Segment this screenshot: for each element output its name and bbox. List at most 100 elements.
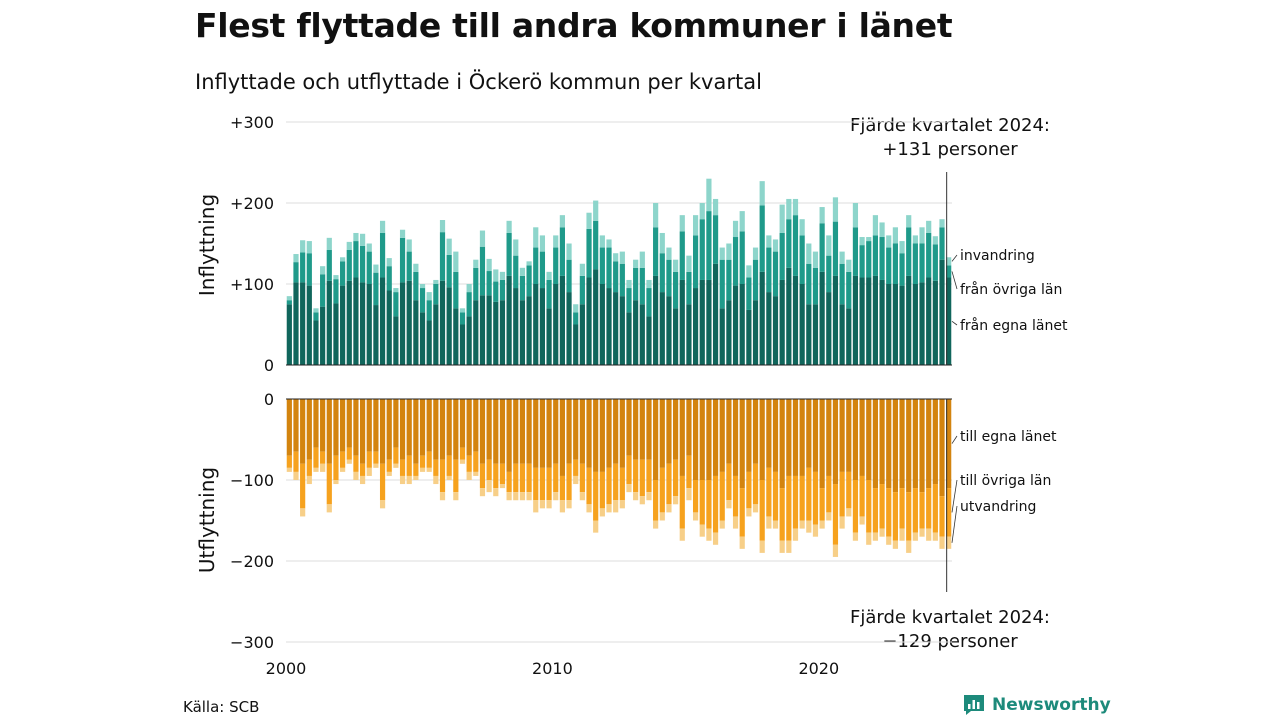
bar-out-egna-lanet bbox=[832, 399, 839, 485]
bar-in-ovriga-lan bbox=[619, 263, 625, 297]
bar-out-egna-lanet bbox=[553, 399, 559, 464]
bar-out-utvandring bbox=[513, 492, 519, 501]
bar-in-invandring bbox=[439, 220, 446, 233]
bar-out-ovriga-lan bbox=[646, 459, 652, 493]
bar-out-egna-lanet bbox=[439, 399, 446, 460]
bar-out-ovriga-lan bbox=[806, 467, 812, 521]
ytick-label-in: +100 bbox=[230, 275, 274, 294]
bar-in-ovriga-lan bbox=[553, 247, 559, 284]
bar-out-ovriga-lan bbox=[406, 455, 412, 476]
bar-in-invandring bbox=[726, 243, 732, 260]
bar-in-egna-lanet bbox=[779, 279, 785, 365]
bar-in-invandring bbox=[946, 257, 952, 266]
bar-in-egna-lanet bbox=[320, 306, 326, 365]
bar-in-invandring bbox=[932, 236, 938, 245]
bar-out-ovriga-lan bbox=[759, 480, 765, 541]
annotation-top: Fjärde kvartalet 2024: +131 personer bbox=[840, 114, 1060, 162]
bar-out-utvandring bbox=[772, 520, 779, 529]
bar-out-ovriga-lan bbox=[826, 475, 832, 513]
bar-in-invandring bbox=[379, 220, 386, 233]
bar-out-utvandring bbox=[926, 528, 932, 541]
bar-out-ovriga-lan bbox=[493, 463, 499, 489]
bar-in-egna-lanet bbox=[666, 296, 672, 365]
bar-out-utvandring bbox=[626, 484, 632, 493]
bar-in-ovriga-lan bbox=[686, 271, 692, 305]
bar-in-ovriga-lan bbox=[586, 228, 592, 278]
bar-in-invandring bbox=[819, 207, 825, 224]
newsworthy-logo-icon bbox=[964, 695, 984, 715]
bar-in-ovriga-lan bbox=[379, 232, 386, 278]
bar-out-ovriga-lan bbox=[892, 492, 898, 541]
bar-in-invandring bbox=[326, 237, 332, 250]
bar-in-invandring bbox=[286, 296, 292, 301]
bar-out-ovriga-lan bbox=[300, 463, 306, 509]
bar-in-invandring bbox=[320, 266, 326, 275]
bar-out-egna-lanet bbox=[906, 399, 912, 493]
bar-in-egna-lanet bbox=[639, 304, 645, 365]
bar-in-ovriga-lan bbox=[579, 275, 585, 305]
bar-out-utvandring bbox=[566, 500, 572, 509]
bar-out-ovriga-lan bbox=[320, 451, 326, 464]
bar-in-invandring bbox=[613, 253, 619, 262]
bar-out-ovriga-lan bbox=[479, 463, 486, 489]
bar-in-invandring bbox=[912, 235, 918, 244]
bar-out-ovriga-lan bbox=[359, 463, 366, 476]
bar-out-egna-lanet bbox=[866, 399, 872, 480]
bar-out-utvandring bbox=[726, 500, 732, 509]
bar-out-utvandring bbox=[286, 467, 292, 472]
bar-in-ovriga-lan bbox=[300, 252, 306, 283]
bar-out-ovriga-lan bbox=[286, 455, 292, 468]
bar-out-utvandring bbox=[752, 504, 759, 513]
bar-out-egna-lanet bbox=[486, 399, 492, 460]
bar-out-ovriga-lan bbox=[306, 459, 312, 476]
bar-in-egna-lanet bbox=[719, 308, 725, 365]
bar-out-egna-lanet bbox=[912, 399, 918, 489]
annotation-top-line2: +131 personer bbox=[882, 139, 1018, 160]
bar-out-ovriga-lan bbox=[799, 475, 805, 521]
bar-in-egna-lanet bbox=[399, 282, 406, 365]
bar-in-egna-lanet bbox=[493, 301, 499, 365]
bar-out-ovriga-lan bbox=[373, 451, 379, 464]
bar-out-utvandring bbox=[459, 459, 466, 464]
bar-out-egna-lanet bbox=[732, 399, 739, 476]
bar-in-egna-lanet bbox=[766, 292, 772, 365]
bar-out-ovriga-lan bbox=[626, 455, 632, 485]
bar-out-ovriga-lan bbox=[686, 455, 692, 489]
series-leader-in bbox=[951, 271, 958, 290]
bar-out-egna-lanet bbox=[619, 399, 625, 468]
bar-out-utvandring bbox=[499, 484, 506, 489]
bar-in-invandring bbox=[679, 215, 685, 232]
bar-out-ovriga-lan bbox=[346, 447, 352, 460]
bar-in-ovriga-lan bbox=[772, 251, 779, 297]
bar-out-utvandring bbox=[353, 471, 359, 480]
bar-in-invandring bbox=[533, 227, 539, 248]
bar-in-ovriga-lan bbox=[699, 219, 705, 280]
bar-in-invandring bbox=[752, 247, 759, 260]
bar-in-ovriga-lan bbox=[626, 288, 632, 313]
bar-in-invandring bbox=[899, 241, 905, 254]
bar-in-invandring bbox=[473, 259, 479, 268]
bar-out-utvandring bbox=[706, 528, 712, 541]
bar-out-utvandring bbox=[373, 463, 379, 468]
bar-out-utvandring bbox=[919, 528, 925, 537]
ytick-label-out: −200 bbox=[230, 552, 274, 571]
bar-out-utvandring bbox=[526, 492, 532, 501]
bar-in-ovriga-lan bbox=[539, 251, 546, 289]
bar-out-egna-lanet bbox=[413, 399, 419, 464]
bar-in-invandring bbox=[419, 284, 426, 289]
bar-out-utvandring bbox=[453, 492, 459, 501]
bar-out-egna-lanet bbox=[599, 399, 605, 472]
bar-in-egna-lanet bbox=[606, 288, 612, 365]
bar-out-egna-lanet bbox=[373, 399, 379, 452]
bar-out-egna-lanet bbox=[326, 399, 332, 464]
bar-out-ovriga-lan bbox=[779, 488, 785, 541]
bar-out-utvandring bbox=[613, 500, 619, 513]
bar-in-invandring bbox=[579, 263, 585, 276]
bar-out-ovriga-lan bbox=[459, 447, 466, 460]
bar-out-ovriga-lan bbox=[473, 451, 479, 472]
bar-out-utvandring bbox=[806, 520, 812, 533]
ytick-label-in: +200 bbox=[230, 194, 274, 213]
bar-in-invandring bbox=[300, 240, 306, 253]
bar-in-egna-lanet bbox=[839, 304, 845, 365]
bar-in-ovriga-lan bbox=[286, 300, 292, 305]
